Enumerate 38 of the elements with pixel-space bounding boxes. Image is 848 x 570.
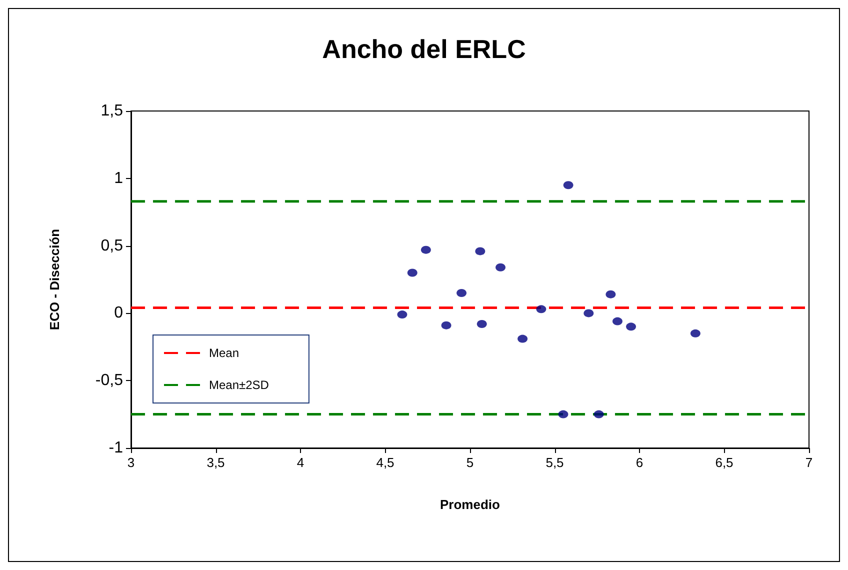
point	[612, 317, 622, 326]
point	[407, 268, 418, 277]
chart-title: Ancho del ERLC	[322, 34, 526, 64]
point	[420, 246, 431, 254]
legend-label: Mean	[209, 346, 240, 360]
legend-label: Mean±2SD	[209, 378, 270, 392]
x-tick-label: 6	[636, 455, 644, 470]
point	[558, 410, 568, 418]
x-tick-label: 7	[805, 455, 813, 470]
x-tick-label: 3,5	[206, 455, 225, 470]
point	[584, 309, 594, 318]
point	[441, 321, 452, 330]
point	[397, 310, 408, 319]
y-tick-label: -0,5	[95, 372, 124, 390]
point	[476, 320, 487, 328]
y-axis-title: ECO - Disección	[47, 228, 62, 330]
y-tick-label: -1	[108, 440, 124, 456]
point	[690, 329, 700, 338]
x-axis-title: Promedio	[440, 497, 500, 512]
y-tick-label: 1	[114, 170, 124, 187]
point	[496, 263, 506, 272]
point	[626, 322, 636, 331]
y-tick-label: 1,5	[100, 102, 124, 120]
y-tick-label: 0,5	[100, 237, 124, 254]
x-tick-label: 4,5	[376, 455, 394, 470]
point	[456, 288, 467, 297]
point	[518, 334, 528, 343]
x-tick-label: 3	[127, 455, 135, 470]
y-tick-label: 0	[114, 304, 124, 322]
x-tick-label: 4	[296, 455, 304, 470]
point	[536, 305, 546, 314]
point	[594, 410, 604, 418]
point	[475, 247, 486, 256]
point	[563, 181, 574, 190]
x-tick-label: 5,5	[546, 455, 564, 470]
x-tick-label: 5	[466, 455, 474, 470]
point	[606, 290, 616, 298]
x-tick-label: 6,5	[715, 455, 734, 470]
